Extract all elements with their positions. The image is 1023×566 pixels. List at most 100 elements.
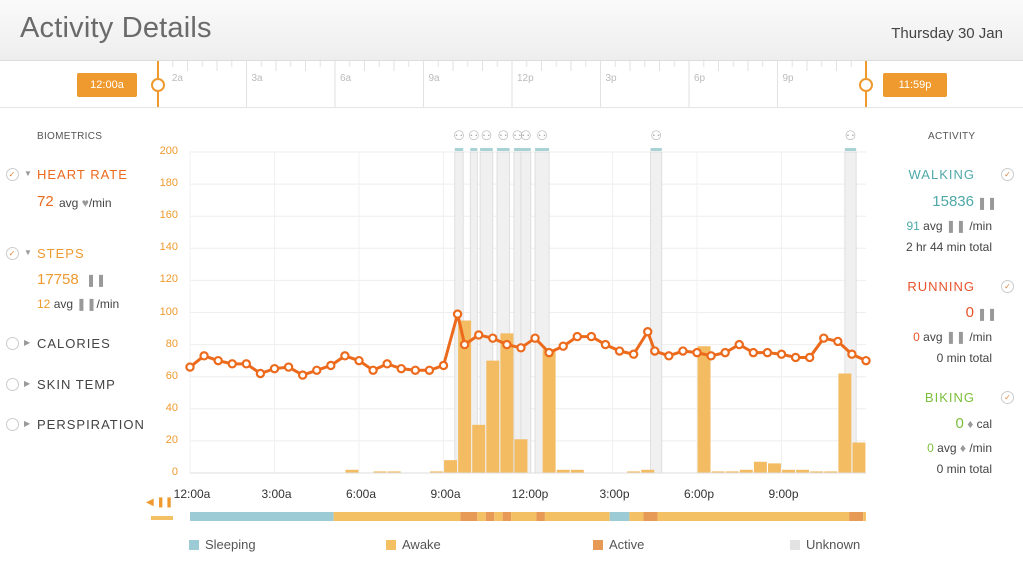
walking-value: 15836 xyxy=(932,193,974,210)
walker-icon: ⚇ xyxy=(536,129,548,144)
date-label: Thursday 30 Jan xyxy=(891,25,1003,42)
walking-segment-cap xyxy=(535,148,550,151)
steps-bar xyxy=(500,333,514,473)
walking-segment xyxy=(479,151,494,474)
timeline-hour-label: 2a xyxy=(172,73,184,84)
range-end-handle[interactable]: 11:59p xyxy=(883,73,947,97)
heart-rate-point xyxy=(762,347,773,358)
legend-label: Awake xyxy=(402,537,441,552)
heart-rate-point xyxy=(734,339,744,350)
steps-bar xyxy=(739,469,753,473)
timeline-hour-label: 12p xyxy=(517,73,534,84)
steps-bar xyxy=(472,424,486,473)
heart-rate-avg: avg ♥/min xyxy=(59,196,112,210)
legend-swatch xyxy=(189,540,199,550)
scroll-left-icon[interactable]: ◀ ❚❚ xyxy=(146,497,174,508)
walking-segment-cap xyxy=(844,148,857,151)
y-tick-label: 20 xyxy=(165,433,178,446)
steps-bar xyxy=(697,346,711,473)
range-end-knob[interactable] xyxy=(859,78,873,92)
walking-label: WALKING xyxy=(908,167,975,182)
state-strip-awake xyxy=(863,512,866,521)
walker-icon: ⚇ xyxy=(481,129,493,144)
running-label: RUNNING xyxy=(907,279,975,294)
walker-icon: ⚇ xyxy=(498,129,510,144)
caret-down-icon: ▼ xyxy=(24,169,33,178)
walking-checked-icon[interactable]: ✓ xyxy=(1001,168,1014,181)
state-strip-active xyxy=(460,512,478,521)
avg-text: avg xyxy=(937,441,957,455)
heart-rate-point xyxy=(199,351,209,361)
perspiration-label: PERSPIRATION xyxy=(37,417,145,432)
running-checked-icon[interactable]: ✓ xyxy=(1001,280,1014,293)
steps-bar xyxy=(824,471,838,473)
heart-rate-point xyxy=(614,346,625,356)
unit-text: /min xyxy=(96,297,120,311)
y-tick-label: 40 xyxy=(165,401,178,414)
biking-value-row: 0 ♦ cal xyxy=(880,415,993,432)
heart-rate-point xyxy=(790,352,801,363)
y-tick-label: 140 xyxy=(159,241,178,254)
steps-bar xyxy=(725,471,739,473)
caret-right-icon: ▶ xyxy=(24,379,32,388)
heart-rate-point xyxy=(354,355,364,366)
state-strip-awake xyxy=(477,512,486,521)
heart-rate-point xyxy=(368,365,378,375)
timeline-range-selector[interactable]: 2a 3a 6a 9a 12p 3p 6p 9p 12:00a 11:59p xyxy=(0,61,1023,108)
legend-swatch xyxy=(790,540,800,550)
walking-segment-cap xyxy=(454,148,464,151)
heart-rate-point xyxy=(643,327,653,337)
legend-label: Active xyxy=(609,537,645,552)
steps-bar xyxy=(570,469,584,473)
footprints-icon: ❚❚ xyxy=(977,196,998,210)
unit-text: /min xyxy=(969,219,992,233)
state-strip-active xyxy=(849,512,864,521)
heart-rate-point xyxy=(558,341,568,351)
y-tick-label: 80 xyxy=(165,337,178,350)
heart-rate-point xyxy=(396,363,406,374)
state-strip-awake xyxy=(629,512,644,521)
state-strip-active xyxy=(536,512,545,521)
steps-value: 17758 xyxy=(37,271,79,288)
state-strip-sleeping xyxy=(609,512,630,521)
steps-bar xyxy=(373,471,387,473)
heart-rate-point xyxy=(664,351,674,361)
state-strip-active xyxy=(643,512,658,521)
running-value: 0 xyxy=(965,304,974,321)
footprints-icon: ❚❚ xyxy=(977,307,998,321)
walking-segment-cap xyxy=(480,148,493,151)
steps-bar xyxy=(838,373,852,473)
heart-rate-value: 72 xyxy=(37,193,54,210)
state-strip-sleeping xyxy=(190,512,334,521)
walking-segment xyxy=(454,151,464,474)
heart-rate-point xyxy=(628,349,639,359)
biking-checked-icon[interactable]: ✓ xyxy=(1001,391,1014,404)
page-title: Activity Details xyxy=(20,12,212,44)
heart-rate-point xyxy=(410,365,421,375)
biking-avg-value: 0 xyxy=(927,441,934,455)
range-start-knob[interactable] xyxy=(151,78,165,92)
state-strip-active xyxy=(502,512,512,521)
biking-label: BIKING xyxy=(924,390,975,405)
heart-rate-point xyxy=(819,333,829,343)
heart-rate-point xyxy=(255,368,266,379)
y-tick-label: 100 xyxy=(159,305,178,318)
heart-rate-point xyxy=(586,331,597,342)
y-tick-label: 0 xyxy=(171,466,178,478)
walking-segment-cap xyxy=(470,148,478,151)
heart-rate-point xyxy=(530,333,540,343)
heart-rate-point xyxy=(340,351,350,361)
unit-text: /min xyxy=(969,330,992,344)
heart-rate-point xyxy=(847,349,857,359)
walking-avg-value: 91 xyxy=(906,219,920,233)
calories-label: CALORIES xyxy=(37,336,111,351)
heart-rate-point xyxy=(241,359,252,369)
timeline-hour-label: 3a xyxy=(252,73,264,84)
range-start-handle[interactable]: 12:00a xyxy=(77,73,137,97)
x-tick-label: 9:00a xyxy=(430,487,461,501)
timeline-hour-label: 6a xyxy=(340,73,352,84)
avg-text: avg xyxy=(59,196,79,210)
heart-rate-point xyxy=(650,346,660,356)
steps-bar xyxy=(641,469,655,473)
x-tick-label: 12:00p xyxy=(511,487,549,501)
